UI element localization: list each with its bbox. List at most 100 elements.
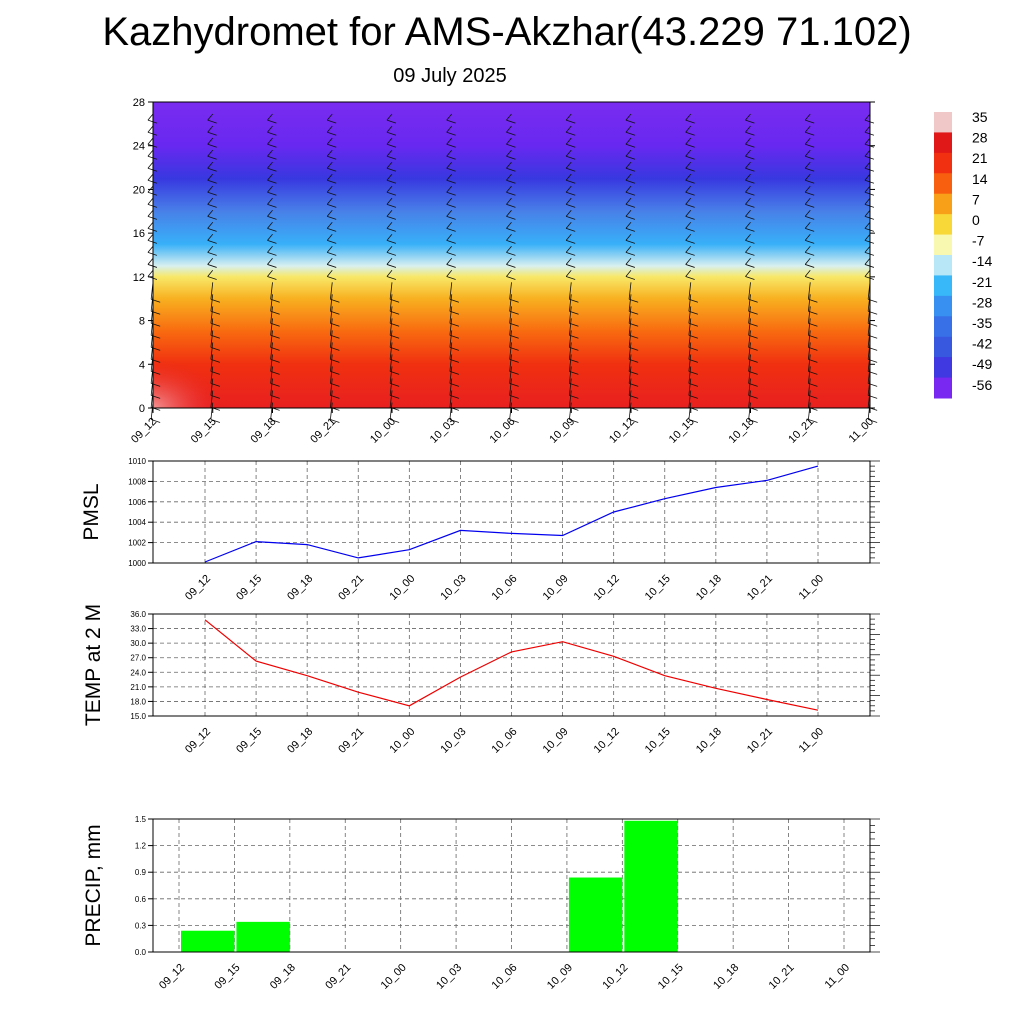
wind-barb-flag [270,346,280,351]
wind-barb-flag [864,179,875,184]
wind-barb [804,221,811,229]
wind-barb-flag [207,143,217,148]
wind-barb [628,378,632,396]
wind-barb-flag [386,203,397,208]
wind-barb-flag [386,143,397,148]
wind-barb-flag [688,346,699,351]
wind-barb [688,366,692,384]
wind-barb-flag [808,395,818,399]
wind-barb [207,233,214,241]
wind-barb [509,366,512,384]
wind-barb-flag [267,131,277,136]
x-tick-label: 11_00 [797,573,827,603]
line-panel: 15.0 18.0 21.0 24.0 27.0 30.0 33.0 36.0 09_12 09_… [82,604,880,756]
wind-barb-flag [327,155,337,160]
wind-barb [207,137,214,145]
wind-barb [207,113,214,121]
wind-barb-flag [805,167,815,172]
wind-barb-flag [745,227,755,232]
wind-barb-flag [210,346,221,351]
wind-barb [628,294,632,312]
wind-barb-flag [207,252,217,256]
wind-barb-flag [509,310,519,315]
wind-barb [267,233,273,241]
wind-barb [386,173,393,181]
x-tick-label: 09_18 [285,573,315,603]
wind-barb [270,318,273,336]
wind-barb [147,209,154,217]
wind-barb [267,209,273,217]
wind-barb [808,354,811,372]
wind-barb-flag [685,131,695,136]
y-tick-label: 0 [139,403,145,415]
wind-barb-flag [327,179,337,184]
wind-barb-flag [506,191,516,196]
wind-barb [628,282,632,300]
wind-barb [330,318,333,336]
wind-barb-flag [509,395,519,399]
wind-barb-flag [864,240,875,244]
wind-barb-flag [509,419,519,423]
wind-barb-flag [629,346,639,351]
wind-barb [386,137,393,145]
wind-barb-flag [330,310,340,315]
wind-barb-flag [147,119,158,124]
wind-barb-flag [267,155,277,160]
y-tick-label: 1.5 [135,815,147,824]
wind-barb [207,221,214,229]
wind-barb [569,342,572,360]
wind-barb-flag [569,358,579,363]
wind-barb [565,233,572,241]
colorbar-label: -14 [972,253,992,269]
wind-barb [449,378,453,396]
wind-barb [625,149,632,157]
wind-barb [569,354,572,372]
wind-barb-flag [625,276,636,280]
wind-barb [804,173,811,181]
wind-barb-flag [267,143,277,148]
wind-barb [804,125,811,133]
wind-barb [625,197,632,205]
x-tick-label: 10_21 [745,726,775,756]
wind-barb [446,246,453,253]
wind-barb-flag [745,131,755,136]
wind-barb-flag [390,322,400,327]
wind-barb [685,173,692,181]
wind-barb-flag [207,155,217,160]
wind-barb [446,197,453,205]
wind-barb-flag [449,370,460,375]
wind-barb-flag [748,334,758,339]
wind-barb-flag [327,264,337,268]
wind-barb [207,246,214,253]
wind-barb-flag [267,264,277,268]
wind-barb-flag [808,298,818,303]
wind-barb-flag [390,395,400,399]
wind-barb [804,149,811,157]
wind-barb-flag [327,119,337,124]
wind-barb-flag [629,395,639,399]
wind-barb-flag [327,215,337,220]
y-tick-label: 0.3 [135,921,147,930]
wind-barb [628,330,632,348]
wind-barb-flag [506,143,516,148]
wind-barb [326,233,333,241]
precip-bar [624,820,678,952]
x-tick-label: 09_21 [308,416,338,446]
wind-barb-flag [267,119,277,124]
wind-barb-flag [506,119,516,124]
wind-barb-flag [207,264,217,268]
wind-barb [628,306,632,324]
wind-barb [389,330,393,348]
wind-barb [804,233,811,241]
wind-barb-flag [569,322,579,327]
x-tick-label: 10_03 [428,416,458,446]
y-axis-label: PRECIP, mm [82,824,105,946]
x-tick-label: 10_18 [694,573,724,603]
wind-barb [207,197,214,205]
wind-barb [745,246,751,253]
wind-barb [685,270,692,277]
wind-barb-flag [864,119,875,124]
y-tick-label: 24.0 [130,668,146,677]
wind-barb-flag [688,370,699,375]
wind-barb-flag [210,383,221,387]
